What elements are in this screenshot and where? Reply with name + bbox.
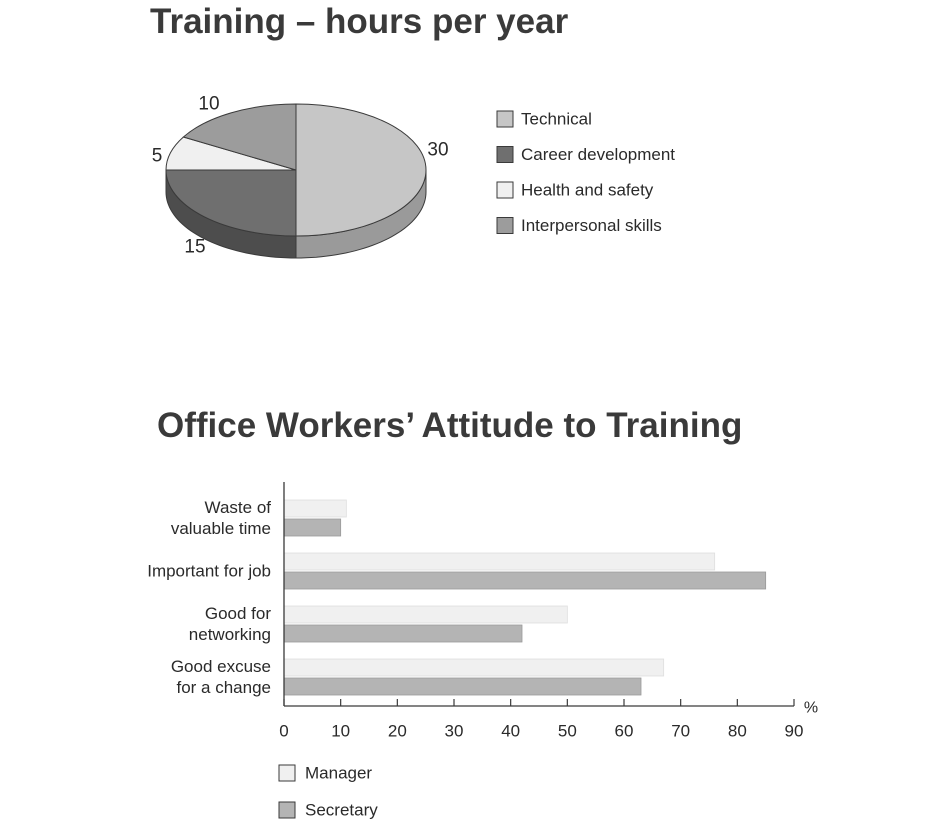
pie-value-label-career-development: 15 [184, 237, 205, 258]
bar-category-label-good-for-networking: Good for networking [189, 604, 272, 644]
bar-category-label-waste-of-valuable-time: Waste of valuable time [171, 498, 271, 538]
pie-legend-swatch-interpersonal-skills [496, 217, 514, 234]
bar-category-label-important-for-job: Important for job [147, 562, 271, 581]
bar-x-tick-label-50: 50 [558, 722, 577, 741]
bar-x-tick-label-90: 90 [785, 722, 804, 741]
bar-secretary-good-excuse-for-a-change [283, 677, 642, 696]
bar-secretary-waste-of-valuable-time [283, 518, 342, 537]
bar-chart-title: Office Workers’ Attitude to Training [157, 406, 743, 445]
bar-legend-label-secretary: Secretary [305, 801, 378, 820]
bar-x-tick-label-0: 0 [279, 722, 288, 741]
bar-x-ticks: 0 10 20 30 40 50 60 70 80 90 [279, 699, 803, 741]
bar-category-label-good-excuse-for-a-change: Good excuse for a change [171, 657, 271, 697]
bar-x-tick-label-10: 10 [331, 722, 350, 741]
pie-legend-swatch-technical [496, 110, 514, 128]
bar-secretary-good-for-networking [283, 624, 523, 643]
pie-chart: 30 15 5 10 Technical Career development Health… [152, 94, 675, 259]
pie-slice-technical [295, 103, 427, 237]
pie-slice-career-development [165, 169, 297, 237]
pie-slice-interpersonal-skills [182, 103, 297, 171]
pie-value-label-technical: 30 [427, 140, 448, 161]
bar-category-labels: Waste of valuable time Important for job Go… [147, 498, 271, 697]
bar-x-unit-label: % [804, 700, 818, 717]
bar-x-tick-label-70: 70 [671, 722, 690, 741]
pie-legend-label-interpersonal-skills: Interpersonal skills [521, 216, 662, 235]
bar-series [283, 499, 767, 696]
pie-legend-label-health-and-safety: Health and safety [521, 181, 654, 200]
bar-secretary-important-for-job [283, 571, 767, 590]
bar-x-tick-label-80: 80 [728, 722, 747, 741]
pie-value-label-health-and-safety: 5 [152, 146, 163, 167]
pie-chart-title: Training – hours per year [150, 2, 569, 41]
bar-manager-good-for-networking [283, 605, 568, 624]
bar-manager-important-for-job [283, 552, 716, 571]
pie-legend-label-technical: Technical [521, 110, 592, 129]
bar-legend-swatch-manager [278, 764, 296, 782]
bar-x-tick-label-20: 20 [388, 722, 407, 741]
pie-slices [165, 103, 427, 237]
pie-legend: Technical Career development Health and sa… [496, 110, 675, 235]
bar-legend: Manager Secretary [278, 764, 378, 820]
bar-manager-waste-of-valuable-time [283, 499, 347, 518]
bar-legend-label-manager: Manager [305, 764, 372, 783]
bar-legend-swatch-secretary [278, 801, 296, 819]
bar-manager-good-excuse-for-a-change [283, 658, 665, 677]
pie-value-label-interpersonal-skills: 10 [198, 94, 219, 115]
pie-legend-label-career-development: Career development [521, 145, 675, 164]
pie-legend-swatch-career-development [496, 146, 514, 163]
bar-x-tick-label-40: 40 [501, 722, 520, 741]
bar-x-tick-label-30: 30 [445, 722, 464, 741]
pie-legend-swatch-health-and-safety [496, 181, 514, 199]
bar-x-tick-label-60: 60 [615, 722, 634, 741]
